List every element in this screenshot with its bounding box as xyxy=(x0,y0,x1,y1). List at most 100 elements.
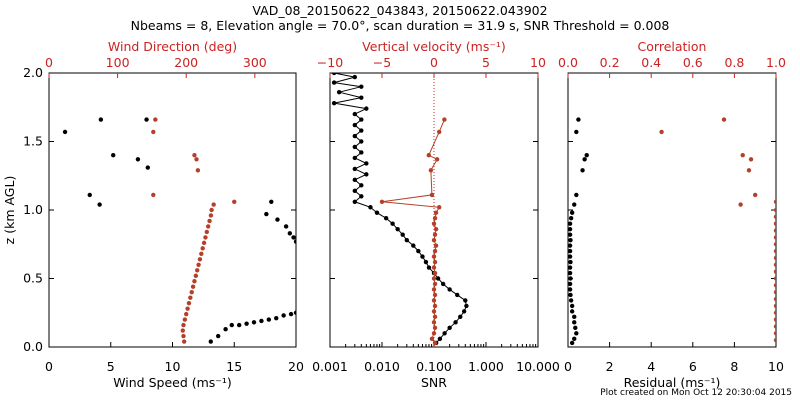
data-point xyxy=(435,276,441,281)
plot-frame-wind xyxy=(48,72,297,348)
data-point xyxy=(568,254,573,259)
data-point xyxy=(432,216,438,221)
data-point xyxy=(429,336,435,341)
data-point xyxy=(259,318,264,324)
data-point xyxy=(264,211,269,217)
data-point xyxy=(773,317,776,322)
series-residual xyxy=(568,117,589,346)
series-line xyxy=(381,119,445,344)
data-point xyxy=(431,298,437,303)
data-point xyxy=(432,281,438,287)
data-point xyxy=(352,133,358,139)
data-point xyxy=(62,129,68,135)
bottom-tick-label: 6 xyxy=(689,359,697,374)
data-point xyxy=(738,202,743,207)
data-point xyxy=(568,270,573,276)
data-point xyxy=(568,243,573,248)
data-point xyxy=(568,298,574,303)
chart-title: VAD_08_20150622_043843, 20150622.043902 … xyxy=(0,3,800,33)
data-point xyxy=(568,221,573,226)
series-snr xyxy=(331,73,469,346)
data-point xyxy=(431,320,437,325)
data-point xyxy=(721,117,727,122)
y-tick-label: 0.5 xyxy=(23,271,43,286)
plot-frame-correlation xyxy=(567,72,777,348)
data-point xyxy=(569,210,575,215)
data-point xyxy=(426,153,431,158)
data-point xyxy=(331,73,337,76)
data-point xyxy=(568,281,573,287)
data-point xyxy=(188,295,193,300)
data-point xyxy=(359,139,364,144)
data-point xyxy=(207,218,212,224)
data-point xyxy=(568,265,573,270)
data-point xyxy=(192,279,197,284)
data-point xyxy=(773,242,776,247)
data-point xyxy=(437,336,443,341)
data-point xyxy=(331,80,337,85)
data-point xyxy=(433,226,439,232)
data-point xyxy=(568,276,573,281)
top-tick-label: 0 xyxy=(45,55,53,70)
top-tick-label: 0.6 xyxy=(683,55,703,70)
data-point xyxy=(442,331,447,336)
data-point xyxy=(352,155,358,161)
data-point xyxy=(364,106,369,111)
data-point xyxy=(437,205,442,210)
data-point xyxy=(447,287,452,292)
data-point xyxy=(582,157,587,162)
data-point xyxy=(352,188,358,194)
data-point xyxy=(244,321,249,326)
plot-created-footer: Plot created on Mon Oct 12 20:30:04 2015 xyxy=(600,388,792,398)
data-point xyxy=(352,122,358,128)
bottom-tick-label: 0 xyxy=(45,359,53,374)
top-tick-label: 100 xyxy=(106,55,130,70)
data-point xyxy=(336,89,342,95)
data-point xyxy=(432,340,438,346)
top-tick-label: 10 xyxy=(530,55,546,70)
data-point xyxy=(428,168,434,173)
data-point xyxy=(431,254,437,259)
bottom-tick-label: 8 xyxy=(730,359,738,374)
data-point xyxy=(429,192,435,198)
data-point xyxy=(181,322,186,328)
data-point xyxy=(773,290,776,295)
top-tick-label: 200 xyxy=(174,55,198,70)
data-point xyxy=(423,259,429,265)
data-point xyxy=(576,117,581,122)
data-point xyxy=(208,339,213,344)
bottom-tick-label: 4 xyxy=(647,359,655,374)
data-point xyxy=(209,207,214,213)
data-point xyxy=(433,243,439,248)
data-point xyxy=(359,117,364,122)
data-point xyxy=(432,248,438,254)
data-point xyxy=(416,248,421,254)
data-point xyxy=(440,281,446,287)
data-point xyxy=(293,310,296,315)
data-point xyxy=(431,265,437,270)
data-point xyxy=(201,240,207,246)
data-point xyxy=(185,306,190,311)
top-tick-label: 300 xyxy=(243,55,267,70)
data-point xyxy=(659,129,664,135)
data-point xyxy=(463,298,468,303)
bottom-tick-label: 5 xyxy=(107,359,115,374)
data-point xyxy=(153,117,158,122)
data-point xyxy=(773,262,776,267)
data-point xyxy=(97,202,102,207)
data-point xyxy=(205,224,211,229)
data-point xyxy=(236,322,242,328)
data-point xyxy=(352,166,358,172)
data-point xyxy=(98,117,104,122)
top-tick-label: 0 xyxy=(430,55,438,70)
data-point xyxy=(580,168,585,173)
data-point xyxy=(266,317,272,322)
top-tick-label: 0.4 xyxy=(641,55,661,70)
data-point xyxy=(195,168,201,173)
data-point xyxy=(574,192,579,198)
data-point xyxy=(773,337,776,343)
data-point xyxy=(364,172,369,177)
data-point xyxy=(568,292,573,298)
data-point xyxy=(374,210,380,215)
